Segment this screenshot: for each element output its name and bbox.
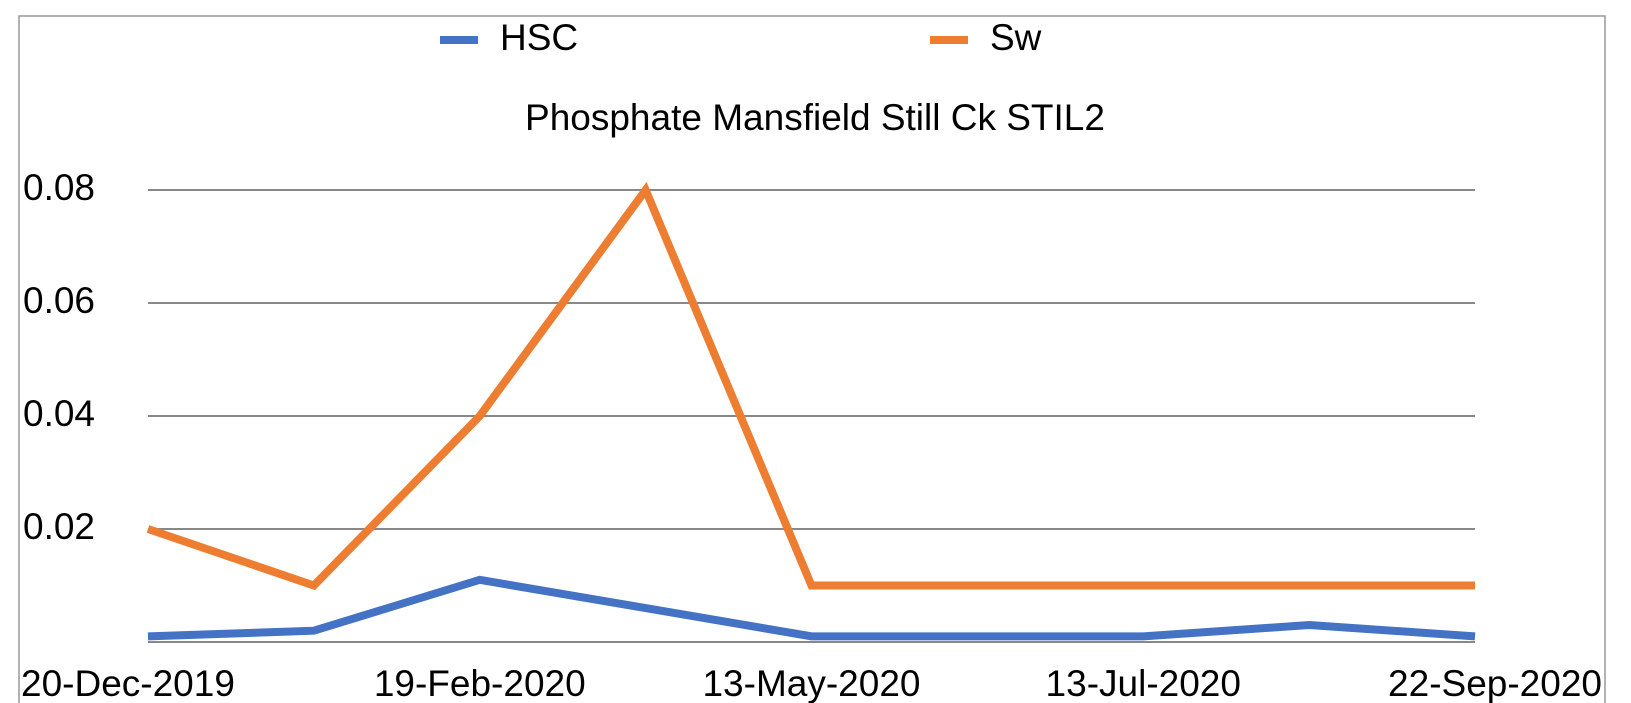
y-tick-label: 0.08	[23, 167, 95, 208]
x-tick-label: 13-May-2020	[702, 663, 920, 703]
y-tick-label: 0.02	[23, 506, 95, 547]
x-tick-label: 13-Jul-2020	[1046, 663, 1241, 703]
y-tick-label: 0.04	[23, 393, 95, 434]
line-series	[146, 181, 1475, 591]
x-tick-label: 19-Feb-2020	[374, 663, 586, 703]
chart-border	[18, 15, 1606, 703]
chart-title: Phosphate Mansfield Still Ck STIL2	[525, 97, 1105, 138]
legend-label: HSC	[500, 17, 578, 58]
y-tick-label: 0.06	[23, 280, 95, 321]
x-tick-label: 22-Sep-2020	[1388, 663, 1602, 703]
legend-label: Sw	[990, 17, 1042, 58]
line-series	[147, 575, 1476, 641]
x-tick-label: 20-Dec-2019	[21, 663, 235, 703]
